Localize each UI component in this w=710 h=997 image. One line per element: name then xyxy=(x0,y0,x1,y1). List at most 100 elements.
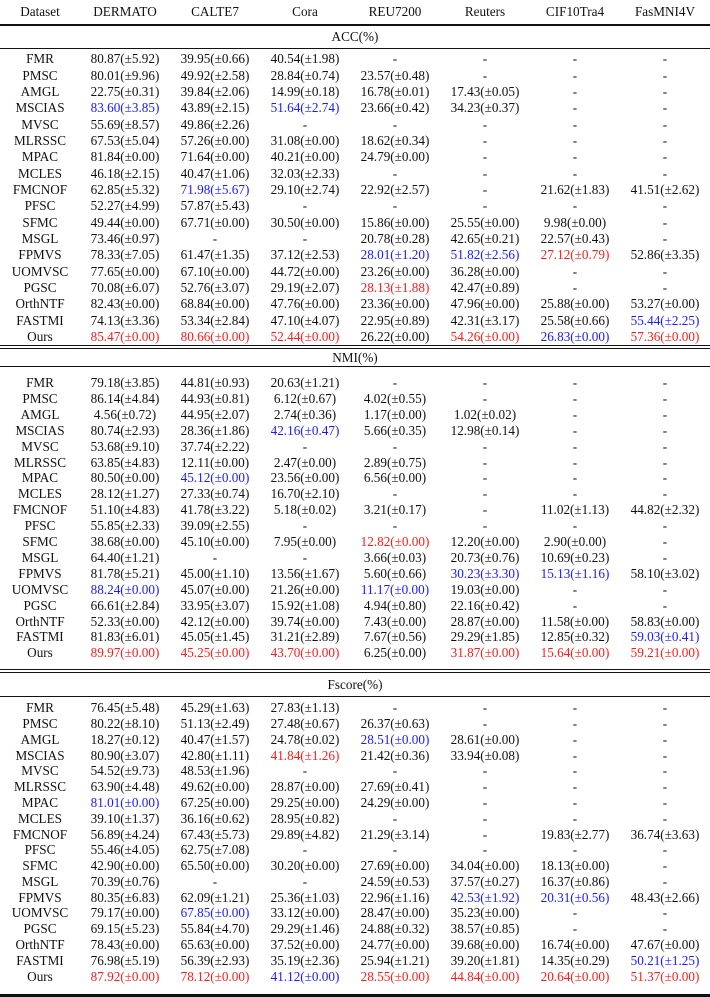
table-row: FPMVS 81.78(±5.21) 45.00(±1.10) 13.56(±1.67… xyxy=(0,566,710,582)
table-cell: 44.81(±0.93) xyxy=(180,375,250,391)
table-cell: 41.12(±0.00) xyxy=(270,968,340,984)
table-cell: - xyxy=(662,518,668,534)
method-name: PGSC xyxy=(23,279,57,295)
section-title: NMI(%) xyxy=(332,349,378,365)
table-header: Dataset DERMATO CALTE7 Cora REU7200 Reut… xyxy=(0,0,710,24)
table-cell: 54.52(±9.73) xyxy=(90,763,160,779)
table-cell: - xyxy=(662,438,668,454)
table-cell: - xyxy=(662,116,668,132)
table-cell: 80.66(±0.00) xyxy=(180,329,250,345)
table-cell: 16.70(±2.10) xyxy=(270,486,340,502)
table-row: MSCIAS 80.90(±3.07) 42.80(±1.11) 41.84(±1.2… xyxy=(0,748,710,764)
method-name: MLRSSC xyxy=(13,779,67,795)
table-cell: 21.29(±3.14) xyxy=(360,826,430,842)
table-cell: 36.16(±0.62) xyxy=(180,810,250,826)
table-cell: 28.12(±1.27) xyxy=(90,486,160,502)
table-cell: 44.95(±2.07) xyxy=(180,406,250,422)
table-cell: 47.76(±0.00) xyxy=(270,296,340,312)
table-cell: 67.43(±5.73) xyxy=(180,826,250,842)
method-name: SFMC xyxy=(22,534,58,550)
table-cell: 55.46(±4.05) xyxy=(90,842,160,858)
table-row: FMR 76.45(±5.48) 45.29(±1.63) 27.83(±1.13) -… xyxy=(0,700,710,716)
table-cell: 18.62(±0.34) xyxy=(360,132,430,148)
table-cell: 27.69(±0.00) xyxy=(360,858,430,874)
table-cell: - xyxy=(662,51,668,67)
table-cell: 52.76(±3.07) xyxy=(180,279,250,295)
table-row: UOMVSC 77.65(±0.00) 67.10(±0.00) 44.72(±0.0… xyxy=(0,263,710,279)
table-cell: 78.12(±0.00) xyxy=(180,968,250,984)
table-cell: 20.78(±0.28) xyxy=(360,230,430,246)
table-cell: - xyxy=(482,502,488,518)
table-cell: 45.00(±1.10) xyxy=(180,565,250,581)
table-cell: - xyxy=(572,198,578,214)
table-cell: 37.57(±0.27) xyxy=(450,873,520,889)
table-cell: 52.44(±0.00) xyxy=(270,329,340,345)
table-cell: 28.61(±0.00) xyxy=(450,731,520,747)
method-name: PFSC xyxy=(24,842,56,858)
table-cell: 45.07(±0.00) xyxy=(180,581,250,597)
section-rows: FMR 76.45(±5.48) 45.29(±1.63) 27.83(±1.13) -… xyxy=(0,697,710,993)
table-cell: - xyxy=(572,375,578,391)
table-cell: 79.18(±3.85) xyxy=(90,375,160,391)
method-name: Ours xyxy=(27,968,53,984)
table-row: OrthNTF 82.43(±0.00) 68.84(±0.00) 47.76(±0.… xyxy=(0,296,710,312)
table-cell: - xyxy=(572,921,578,937)
table-cell: - xyxy=(482,181,488,197)
table-cell: 52.33(±0.00) xyxy=(90,613,160,629)
table-cell: 62.85(±5.32) xyxy=(90,181,160,197)
table-row: AMGL 18.27(±0.12) 40.47(±1.57) 24.78(±0.02)… xyxy=(0,732,710,748)
table-cell: 40.47(±1.06) xyxy=(180,165,250,181)
table-cell: - xyxy=(392,51,398,67)
table-cell: 39.20(±1.81) xyxy=(450,952,520,968)
table-cell: 2.89(±0.75) xyxy=(363,454,427,470)
table-cell: 65.50(±0.00) xyxy=(180,858,250,874)
table-cell: - xyxy=(572,67,578,83)
table-cell: 23.56(±0.00) xyxy=(270,470,340,486)
table-cell: 33.94(±0.08) xyxy=(450,747,520,763)
table-cell: 54.26(±0.00) xyxy=(450,329,520,345)
method-name: MCLES xyxy=(18,486,62,502)
table-cell: 48.43(±2.66) xyxy=(630,889,700,905)
table-cell: 23.57(±0.48) xyxy=(360,67,430,83)
table-cell: 68.84(±0.00) xyxy=(180,296,250,312)
method-name: SFMC xyxy=(22,214,58,230)
method-name: UOMVSC xyxy=(11,581,69,597)
table-cell: 39.84(±2.06) xyxy=(180,83,250,99)
table-cell: 29.29(±1.85) xyxy=(450,629,520,645)
table-cell: - xyxy=(392,165,398,181)
table-row: MSGL 64.40(±1.21) - - 3.66(±0.03) 20.73(±0.76… xyxy=(0,550,710,566)
method-name: FPMVS xyxy=(18,565,62,581)
table-cell: 13.56(±1.67) xyxy=(270,565,340,581)
table-cell: 42.90(±0.00) xyxy=(90,858,160,874)
table-cell: 3.21(±0.17) xyxy=(363,502,427,518)
table-cell: 51.37(±0.00) xyxy=(630,968,700,984)
table-cell: - xyxy=(572,454,578,470)
table-cell: 32.03(±2.33) xyxy=(270,165,340,181)
method-name: PGSC xyxy=(23,597,57,613)
method-name: OrthNTF xyxy=(15,937,65,953)
table-row: MSGL 73.46(±0.97) - - 20.78(±0.28) 42.65(±0.2… xyxy=(0,231,710,247)
table-cell: 18.27(±0.12) xyxy=(90,731,160,747)
table-cell: 21.42(±0.36) xyxy=(360,747,430,763)
table-cell: 80.22(±8.10) xyxy=(90,715,160,731)
section-rule xyxy=(0,696,710,698)
table-cell: 42.12(±0.00) xyxy=(180,613,250,629)
table-cell: - xyxy=(662,132,668,148)
table-cell: 5.18(±0.02) xyxy=(273,502,337,518)
method-name: MSGL xyxy=(21,873,59,889)
table-cell: 41.51(±2.62) xyxy=(630,181,700,197)
table-cell: - xyxy=(572,100,578,116)
table-cell: 24.77(±0.00) xyxy=(360,937,430,953)
table-row: PFSC 55.85(±2.33) 39.09(±2.55) - - - - - xyxy=(0,518,710,534)
col-header: Cora xyxy=(292,4,318,19)
table-cell: 79.17(±0.00) xyxy=(90,905,160,921)
table-cell: 4.56(±0.72) xyxy=(93,406,157,422)
table-cell: 6.56(±0.00) xyxy=(363,470,427,486)
table-cell: 58.83(±0.00) xyxy=(630,613,700,629)
table-cell: 6.25(±0.00) xyxy=(363,645,427,661)
table-cell: 12.98(±0.14) xyxy=(450,422,520,438)
section-title: ACC(%) xyxy=(331,29,379,44)
table-row: OrthNTF 78.43(±0.00) 65.63(±0.00) 37.52(±0.… xyxy=(0,937,710,953)
table-row: FASTMI 81.83(±6.01) 45.05(±1.45) 31.21(±2.8… xyxy=(0,629,710,645)
method-name: MPAC xyxy=(21,149,59,165)
